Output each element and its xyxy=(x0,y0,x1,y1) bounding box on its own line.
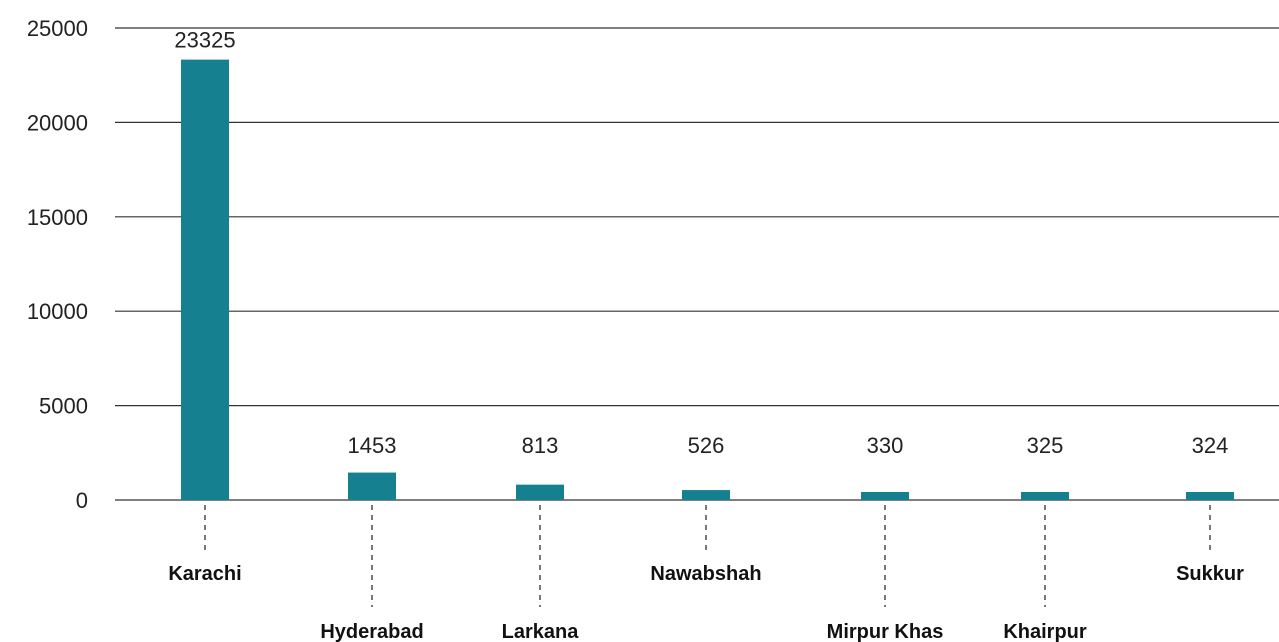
y-tick-label: 0 xyxy=(76,488,88,513)
bar-nawabshah xyxy=(682,490,730,500)
category-label: Sukkur xyxy=(1176,563,1244,585)
bar-value-label: 325 xyxy=(1027,433,1064,458)
bar-hyderabad xyxy=(348,472,396,500)
bars xyxy=(181,59,1234,501)
category-label: Hyderabad xyxy=(320,621,423,642)
category-labels: Karachi Hyderabad Larkana Nawabshah Mirpur K… xyxy=(168,563,1244,642)
bar-value-label: 330 xyxy=(867,433,904,458)
category-label: Larkana xyxy=(502,621,580,642)
category-label: Karachi xyxy=(168,563,241,585)
category-leader-lines xyxy=(204,505,1211,607)
category-label: Mirpur Khas xyxy=(827,621,944,642)
y-tick-label: 25000 xyxy=(27,16,88,41)
bar-larkana xyxy=(516,484,564,500)
bar-mirpur-khas xyxy=(861,492,909,500)
bar-value-label: 813 xyxy=(522,433,559,458)
bar-khairpur xyxy=(1021,492,1069,500)
bar-sukkur xyxy=(1186,492,1234,500)
y-tick-label: 15000 xyxy=(27,205,88,230)
bar-value-label: 23325 xyxy=(174,28,235,53)
bar-value-label: 1453 xyxy=(348,433,397,458)
y-axis-tick-labels: 0 5000 10000 15000 20000 25000 xyxy=(27,16,88,513)
bar-karachi xyxy=(181,59,229,501)
y-tick-label: 5000 xyxy=(39,394,88,419)
y-tick-label: 20000 xyxy=(27,110,88,135)
gridlines xyxy=(115,27,1279,501)
category-label: Khairpur xyxy=(1003,621,1087,642)
bar-value-label: 324 xyxy=(1192,433,1229,458)
bar-value-labels: 23325 1453 813 526 330 325 324 xyxy=(174,28,1228,458)
y-tick-label: 10000 xyxy=(27,299,88,324)
category-label: Nawabshah xyxy=(650,563,761,585)
bar-value-label: 526 xyxy=(688,433,725,458)
